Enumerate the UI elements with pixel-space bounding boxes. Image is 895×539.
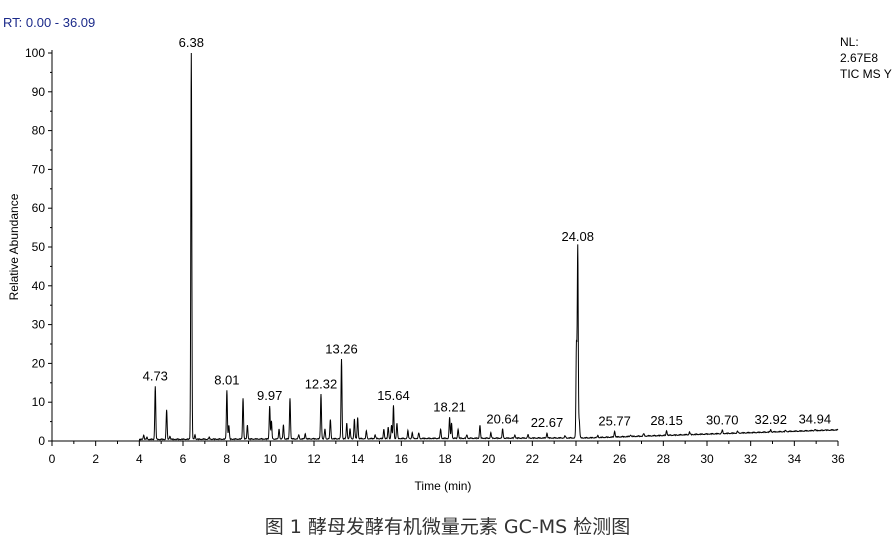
- x-tick-label: 18: [438, 452, 452, 466]
- x-tick-label: 4: [136, 452, 143, 466]
- y-tick-label: 20: [32, 356, 46, 370]
- y-axis-title: Relative Abundance: [7, 193, 21, 300]
- y-tick-label: 100: [25, 46, 45, 60]
- x-tick-label: 32: [744, 452, 758, 466]
- x-axis-title: Time (min): [415, 479, 472, 493]
- peak-label: 4.73: [143, 369, 168, 384]
- peak-label: 30.70: [706, 413, 739, 428]
- peak-label: 34.94: [799, 412, 832, 427]
- x-tick-label: 36: [831, 452, 845, 466]
- x-tick-label: 28: [657, 452, 671, 466]
- x-tick-label: 6: [180, 452, 187, 466]
- x-tick-label: 8: [223, 452, 230, 466]
- peak-label: 18.21: [433, 400, 466, 415]
- peak-label: 8.01: [214, 373, 239, 388]
- x-tick-label: 26: [613, 452, 627, 466]
- y-tick-label: 0: [38, 434, 45, 448]
- peak-label: 6.38: [179, 35, 204, 50]
- x-tick-label: 24: [569, 452, 583, 466]
- x-tick-label: 20: [482, 452, 496, 466]
- y-tick-label: 90: [32, 85, 46, 99]
- peak-label: 24.08: [561, 229, 594, 244]
- peak-label: 32.92: [754, 412, 787, 427]
- x-tick-label: 10: [264, 452, 278, 466]
- nl-label: NL:: [840, 35, 859, 49]
- y-tick-label: 40: [32, 279, 46, 293]
- tic-trace: [52, 52, 839, 442]
- peak-label: 9.97: [257, 388, 282, 403]
- x-tick-label: 12: [307, 452, 321, 466]
- peak-label: 13.26: [325, 342, 358, 357]
- y-tick-label: 60: [32, 201, 46, 215]
- x-tick-label: 30: [700, 452, 714, 466]
- rt-range-label: RT: 0.00 - 36.09: [3, 15, 96, 30]
- peak-label: 22.67: [531, 415, 564, 430]
- peak-label: 28.15: [650, 413, 683, 428]
- normalization-info: NL: 2.67E8 TIC MS Y: [840, 34, 892, 82]
- peak-labels: 4.73 6.38 8.01 9.97 12.32 13.26 15.64 18.21 20.6…: [143, 35, 832, 430]
- y-tick-label: 80: [32, 124, 46, 138]
- y-tick-label: 70: [32, 162, 46, 176]
- x-tick-label: 14: [351, 452, 365, 466]
- peak-label: 15.64: [377, 388, 410, 403]
- peak-label: 12.32: [305, 376, 338, 391]
- y-tick-label: 50: [32, 240, 46, 254]
- peak-label: 25.77: [598, 413, 631, 428]
- x-tick-label: 22: [526, 452, 540, 466]
- x-tick-label: 34: [788, 452, 802, 466]
- y-tick-label: 10: [32, 395, 46, 409]
- figure-caption: 图 1 酵母发酵有机微量元素 GC-MS 检测图: [264, 516, 631, 538]
- nl-value: 2.67E8: [840, 51, 879, 65]
- x-tick-label: 0: [49, 452, 56, 466]
- x-tick-label: 2: [92, 452, 99, 466]
- tic-trace-line: [52, 52, 839, 442]
- scan-filter-label: TIC MS Y: [840, 67, 892, 81]
- y-tick-label: 30: [32, 318, 46, 332]
- peak-label: 20.64: [486, 411, 519, 426]
- x-tick-label: 16: [395, 452, 409, 466]
